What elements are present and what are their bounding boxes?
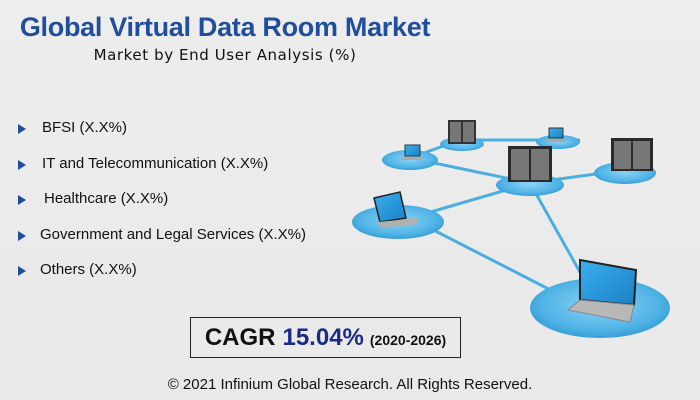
triangle-bullet-icon	[18, 266, 26, 276]
laptop-icon	[373, 191, 418, 228]
segment-item: Healthcare (X.X%)	[18, 190, 306, 226]
cagr-value: 15.04%	[282, 323, 364, 351]
cagr-label: CAGR	[204, 323, 276, 351]
page-subtitle: Market by End User Analysis (%)	[93, 46, 357, 64]
network-illustration	[352, 120, 670, 338]
triangle-bullet-icon	[18, 195, 26, 205]
laptop-icon	[400, 144, 425, 160]
server-icon	[448, 120, 476, 144]
segment-list: BFSI (X.X%) IT and Telecommunication (X.…	[18, 119, 306, 297]
triangle-bullet-icon	[18, 124, 26, 134]
triangle-bullet-icon	[18, 230, 26, 241]
server-icon	[611, 138, 653, 171]
server-icon	[508, 146, 552, 182]
segment-label: Others (X.X%)	[40, 261, 137, 278]
segment-item: IT and Telecommunication (X.X%)	[18, 155, 306, 191]
copyright-footer: © 2021 Infinium Global Research. All Rig…	[167, 376, 533, 393]
segment-label: Healthcare (X.X%)	[44, 190, 169, 207]
segment-label: BFSI (X.X%)	[42, 119, 128, 136]
cagr-box: CAGR 15.04% (2020-2026)	[190, 317, 461, 358]
triangle-bullet-icon	[18, 159, 26, 170]
segment-label: IT and Telecommunication (X.X%)	[42, 154, 269, 172]
segment-item: Government and Legal Services (X.X%)	[18, 226, 306, 262]
laptop-icon	[545, 127, 567, 142]
laptop-icon	[566, 258, 638, 323]
segment-label: Government and Legal Services (X.X%)	[40, 225, 306, 243]
cagr-period: (2020-2026)	[369, 332, 447, 348]
segment-item: Others (X.X%)	[18, 261, 306, 297]
segment-item: BFSI (X.X%)	[18, 119, 306, 155]
page-title: Global Virtual Data Room Market	[19, 12, 431, 42]
